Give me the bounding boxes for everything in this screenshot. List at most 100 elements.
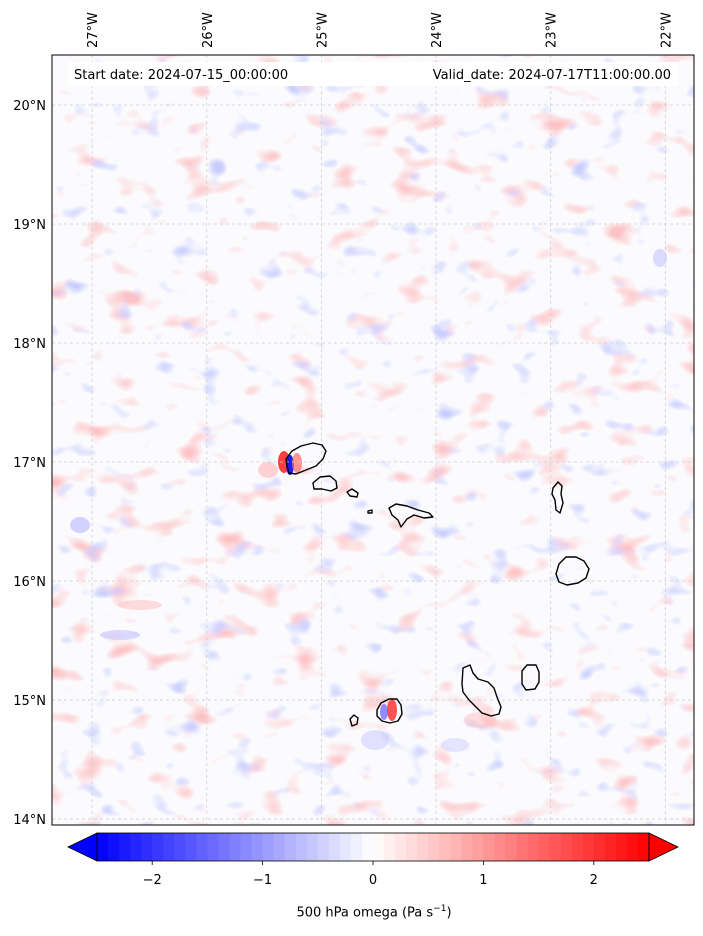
- colorbar-segment: [218, 833, 231, 861]
- lat-tick-label: 20°N: [13, 99, 46, 114]
- colorbar-segment: [384, 833, 396, 861]
- lon-tick-label: 23°W: [545, 12, 560, 48]
- colorbar-segment: [295, 833, 308, 861]
- colorbar-ticks: −2 −1 0 1 2: [143, 861, 598, 888]
- gridlines: [52, 55, 694, 825]
- colorbar-segment: [108, 833, 120, 861]
- colorbar-segment: [417, 833, 429, 861]
- colorbar-segment: [494, 833, 507, 861]
- start-date-label: Start date: 2024-07-15_00:00:00: [74, 68, 288, 83]
- colorbar-tick-label: 1: [479, 873, 487, 888]
- colorbar-title-main: 500 hPa omega (Pa s: [296, 905, 434, 921]
- island-fogo: [376, 698, 403, 724]
- map-panel: [52, 55, 694, 825]
- colorbar-segment: [626, 833, 639, 861]
- lon-tick-label: 27°W: [86, 12, 101, 48]
- colorbar-segment: [174, 833, 186, 861]
- island-maio: [521, 664, 540, 691]
- omega-field-texture: [52, 55, 694, 825]
- colorbar-segment: [505, 833, 518, 861]
- lon-tick-label: 25°W: [315, 12, 330, 48]
- colorbar-segment: [273, 833, 286, 861]
- info-banner: Start date: 2024-07-15_00:00:00 Valid_da…: [68, 62, 678, 86]
- colorbar-title: 500 hPa omega (Pa s−1): [0, 904, 703, 920]
- colorbar-segment: [483, 833, 496, 861]
- colorbar-segment: [152, 833, 164, 861]
- island-sao-vicente: [312, 475, 338, 492]
- colorbar-extend-high: [648, 832, 679, 862]
- colorbar-segment: [229, 833, 242, 861]
- map-frame: [51, 54, 695, 826]
- colorbar-segment: [549, 833, 562, 861]
- colorbar-segment: [582, 833, 595, 861]
- colorbar-segment: [262, 833, 275, 861]
- island-santiago: [461, 664, 502, 717]
- colorbar-segment: [350, 833, 363, 861]
- colorbar-segment: [461, 833, 473, 861]
- colorbar-segment: [637, 833, 650, 861]
- colorbar-segment: [317, 833, 330, 861]
- colorbar-segments: [97, 833, 650, 861]
- lon-tick-label: 26°W: [201, 12, 216, 48]
- colorbar-segment: [163, 833, 175, 861]
- lon-tick-label: 22°W: [659, 12, 674, 48]
- colorbar-tick-label: 0: [369, 873, 377, 888]
- omega-hotspots: [70, 249, 667, 752]
- colorbar-segment: [428, 833, 440, 861]
- lat-tick-label: 17°N: [13, 456, 46, 471]
- colorbar-segment: [97, 833, 109, 861]
- colorbar-segment: [450, 833, 462, 861]
- colorbar: −2 −1 0 1 2: [67, 832, 679, 888]
- info-banner-box: [68, 62, 678, 86]
- colorbar-segment: [571, 833, 584, 861]
- lat-tick-label: 14°N: [13, 813, 46, 828]
- lon-tick-label: 24°W: [430, 12, 445, 48]
- lat-tick-label: 19°N: [13, 218, 46, 233]
- island-brava: [349, 714, 359, 727]
- colorbar-title-close: ): [446, 905, 452, 921]
- lat-tick-label: 18°N: [13, 337, 46, 352]
- colorbar-segment: [328, 833, 341, 861]
- island-santa-luzia: [346, 488, 359, 498]
- colorbar-segment: [251, 833, 264, 861]
- colorbar-segment: [361, 833, 374, 861]
- colorbar-segment: [207, 833, 220, 861]
- colorbar-segment: [141, 833, 153, 861]
- colorbar-tick-label: 2: [590, 873, 598, 888]
- colorbar-segment: [439, 833, 451, 861]
- colorbar-segment: [604, 833, 617, 861]
- lat-tick-label: 15°N: [13, 694, 46, 709]
- colorbar-segment: [527, 833, 540, 861]
- colorbar-extend-low: [67, 832, 98, 862]
- colorbar-segment: [306, 833, 319, 861]
- island-sal: [551, 481, 564, 514]
- colorbar-segment: [593, 833, 606, 861]
- colorbar-segment: [615, 833, 628, 861]
- colorbar-segment: [406, 833, 418, 861]
- valid-date-label: Valid_date: 2024-07-17T11:00:00.00: [433, 68, 671, 83]
- colorbar-segment: [196, 833, 208, 861]
- colorbar-segment: [119, 833, 131, 861]
- island-santo-antao: [285, 442, 327, 475]
- colorbar-segment: [560, 833, 573, 861]
- lat-tick-labels: 20°N 19°N 18°N 17°N 16°N 15°N 14°N: [13, 99, 46, 828]
- colorbar-segment: [130, 833, 142, 861]
- island-boa-vista: [555, 556, 590, 586]
- lat-tick-label: 16°N: [13, 575, 46, 590]
- island-sao-nicolau: [388, 503, 434, 528]
- island-raso: [367, 509, 373, 514]
- coastlines: [285, 442, 590, 727]
- colorbar-title-sup: −1: [433, 904, 447, 914]
- colorbar-segment: [472, 833, 484, 861]
- colorbar-segment: [516, 833, 529, 861]
- colorbar-segment: [284, 833, 297, 861]
- colorbar-segment: [185, 833, 197, 861]
- colorbar-segment: [395, 833, 407, 861]
- colorbar-tick-label: −2: [143, 873, 162, 888]
- colorbar-tick-label: −1: [253, 873, 272, 888]
- colorbar-segment: [240, 833, 253, 861]
- colorbar-segment: [339, 833, 352, 861]
- lon-tick-labels: 27°W 26°W 25°W 24°W 23°W 22°W: [86, 12, 674, 48]
- colorbar-segment: [538, 833, 551, 861]
